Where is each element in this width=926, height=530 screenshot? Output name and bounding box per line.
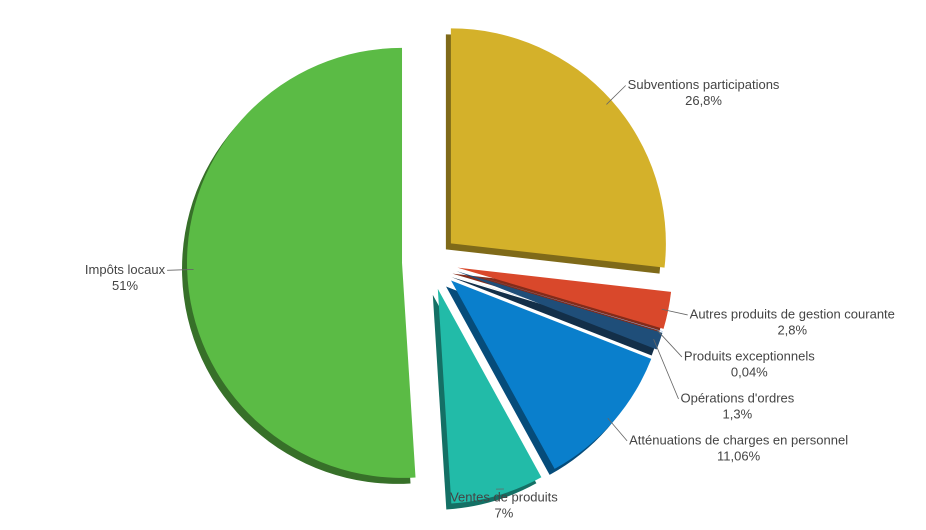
leader-line (606, 85, 626, 105)
slice-label: Autres produits de gestion courante (690, 306, 895, 321)
slice-value-label: 0,04% (731, 364, 768, 379)
slice-label: Produits exceptionnels (684, 348, 815, 363)
slice-label: Opérations d'ordres (680, 390, 794, 405)
slice-value-label: 26,8% (685, 93, 722, 108)
slice-value-label: 7% (495, 505, 514, 520)
slice-value-label: 51% (112, 278, 138, 293)
slice (456, 271, 663, 350)
slice-value-label: 1,3% (723, 406, 753, 421)
slice (457, 267, 672, 329)
slice-side (451, 277, 658, 356)
leader-line (607, 417, 628, 442)
slices (187, 28, 672, 504)
leader-line (661, 308, 688, 316)
slice (187, 47, 416, 478)
slice (450, 28, 666, 268)
slice (451, 280, 652, 469)
slice (437, 288, 542, 504)
slice-label: Impôts locaux (85, 262, 166, 277)
slice-label: Subventions participations (628, 77, 780, 92)
slice (456, 270, 663, 332)
slice-value-label: 11,06% (717, 448, 761, 463)
slice-value-label: 2,8% (777, 322, 807, 337)
slice-label: Ventes de produits (450, 489, 558, 504)
leader-line (167, 269, 194, 271)
slice-label: Atténuations de charges en personnel (629, 432, 848, 447)
leader-line (656, 329, 683, 358)
leader-line (653, 339, 679, 400)
